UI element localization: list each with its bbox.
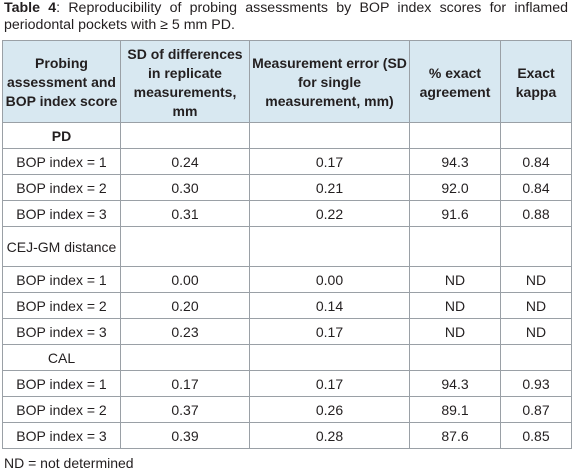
sd-differences-cell: 0.17 xyxy=(120,370,250,397)
sd-differences-cell: 0.24 xyxy=(120,148,250,175)
sd-differences-cell: 0.31 xyxy=(120,200,250,227)
table-row: BOP index = 2 0.37 0.26 89.1 0.87 xyxy=(2,396,572,423)
table-footnote: ND = not determined xyxy=(4,455,134,471)
table-row: BOP index = 2 0.20 0.14 ND ND xyxy=(2,292,572,319)
exact-agreement-cell: 89.1 xyxy=(409,396,501,423)
table-row: BOP index = 3 0.31 0.22 91.6 0.88 xyxy=(2,200,572,227)
row-label: BOP index = 2 xyxy=(2,396,121,423)
exact-kappa-cell: 0.85 xyxy=(500,422,572,449)
exact-kappa-cell: 0.88 xyxy=(500,200,572,227)
row-label: BOP index = 3 xyxy=(2,422,121,449)
header-exact-agreement: % exact agreement xyxy=(409,40,501,123)
table-row: BOP index = 1 0.24 0.17 94.3 0.84 xyxy=(2,148,572,175)
table-row: BOP index = 2 0.30 0.21 92.0 0.84 xyxy=(2,174,572,201)
exact-kappa-cell: 0.84 xyxy=(500,148,572,175)
caption-text: : Reproducibility of probing assessments… xyxy=(4,0,569,33)
row-label: BOP index = 1 xyxy=(2,370,121,397)
table-caption: Table 4: Reproducibility of probing asse… xyxy=(4,0,568,34)
exact-agreement-cell: ND xyxy=(409,292,501,319)
table-row: BOP index = 3 0.39 0.28 87.6 0.85 xyxy=(2,422,572,449)
exact-kappa-cell: 0.84 xyxy=(500,174,572,201)
reproducibility-table: Probing assessment and BOP index score S… xyxy=(2,40,572,449)
measurement-error-cell: 0.21 xyxy=(249,174,410,201)
measurement-error-cell: 0.26 xyxy=(249,396,410,423)
section-title: CEJ-GM distance xyxy=(2,226,121,267)
measurement-error-cell: 0.22 xyxy=(249,200,410,227)
exact-kappa-cell: ND xyxy=(500,266,572,293)
row-label: BOP index = 3 xyxy=(2,318,121,345)
exact-agreement-cell: 87.6 xyxy=(409,422,501,449)
section-row-cal: CAL xyxy=(2,344,572,371)
header-measurement-error: Measurement error (SD for single measure… xyxy=(249,40,410,123)
exact-kappa-cell: 0.93 xyxy=(500,370,572,397)
header-probing-assessment: Probing assessment and BOP index score xyxy=(2,40,121,123)
section-title: PD xyxy=(2,122,121,149)
table-row: BOP index = 3 0.23 0.17 ND ND xyxy=(2,318,572,345)
table-row: BOP index = 1 0.17 0.17 94.3 0.93 xyxy=(2,370,572,397)
measurement-error-cell: 0.17 xyxy=(249,370,410,397)
measurement-error-cell: 0.28 xyxy=(249,422,410,449)
sd-differences-cell: 0.30 xyxy=(120,174,250,201)
sd-differences-cell: 0.23 xyxy=(120,318,250,345)
header-sd-differences: SD of differences in replicate measureme… xyxy=(120,40,250,123)
row-label: BOP index = 2 xyxy=(2,174,121,201)
measurement-error-cell: 0.17 xyxy=(249,318,410,345)
row-label: BOP index = 1 xyxy=(2,266,121,293)
exact-agreement-cell: ND xyxy=(409,266,501,293)
exact-agreement-cell: 91.6 xyxy=(409,200,501,227)
header-exact-kappa: Exact kappa xyxy=(500,40,572,123)
exact-agreement-cell: 92.0 xyxy=(409,174,501,201)
sd-differences-cell: 0.39 xyxy=(120,422,250,449)
exact-kappa-cell: 0.87 xyxy=(500,396,572,423)
section-row-pd: PD xyxy=(2,122,572,149)
exact-agreement-cell: 94.3 xyxy=(409,370,501,397)
exact-kappa-cell: ND xyxy=(500,318,572,345)
section-title: CAL xyxy=(2,344,121,371)
exact-kappa-cell: ND xyxy=(500,292,572,319)
exact-agreement-cell: 94.3 xyxy=(409,148,501,175)
row-label: BOP index = 3 xyxy=(2,200,121,227)
measurement-error-cell: 0.14 xyxy=(249,292,410,319)
row-label: BOP index = 1 xyxy=(2,148,121,175)
section-row-cej-gm: CEJ-GM distance xyxy=(2,226,572,267)
caption-label: Table 4 xyxy=(4,0,57,16)
header-row: Probing assessment and BOP index score S… xyxy=(2,40,572,123)
exact-agreement-cell: ND xyxy=(409,318,501,345)
measurement-error-cell: 0.00 xyxy=(249,266,410,293)
table-row: BOP index = 1 0.00 0.00 ND ND xyxy=(2,266,572,293)
row-label: BOP index = 2 xyxy=(2,292,121,319)
sd-differences-cell: 0.37 xyxy=(120,396,250,423)
sd-differences-cell: 0.00 xyxy=(120,266,250,293)
sd-differences-cell: 0.20 xyxy=(120,292,250,319)
measurement-error-cell: 0.17 xyxy=(249,148,410,175)
